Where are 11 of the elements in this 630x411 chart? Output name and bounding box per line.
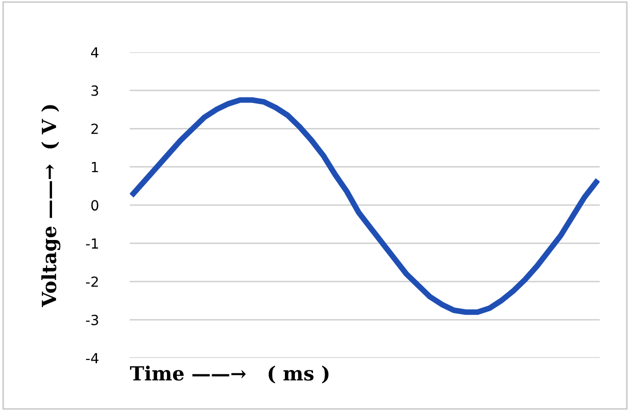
y-tick-label: -1 bbox=[86, 238, 98, 249]
y-tick-label: 1 bbox=[92, 162, 98, 172]
y-tick-label: 2 bbox=[91, 124, 98, 134]
y-tick-label: -3 bbox=[86, 314, 98, 326]
x-axis-title: Time ——→ ( ms ) bbox=[130, 366, 328, 384]
y-axis-title: Voltage ——→ ( V ) bbox=[41, 105, 60, 308]
y-tick-label: 4 bbox=[91, 47, 98, 58]
y-tick-label: 3 bbox=[91, 85, 98, 96]
y-tick-label: -4 bbox=[86, 353, 98, 364]
y-tick-label: -2 bbox=[86, 276, 98, 287]
y-tick-label: 0 bbox=[91, 200, 98, 211]
